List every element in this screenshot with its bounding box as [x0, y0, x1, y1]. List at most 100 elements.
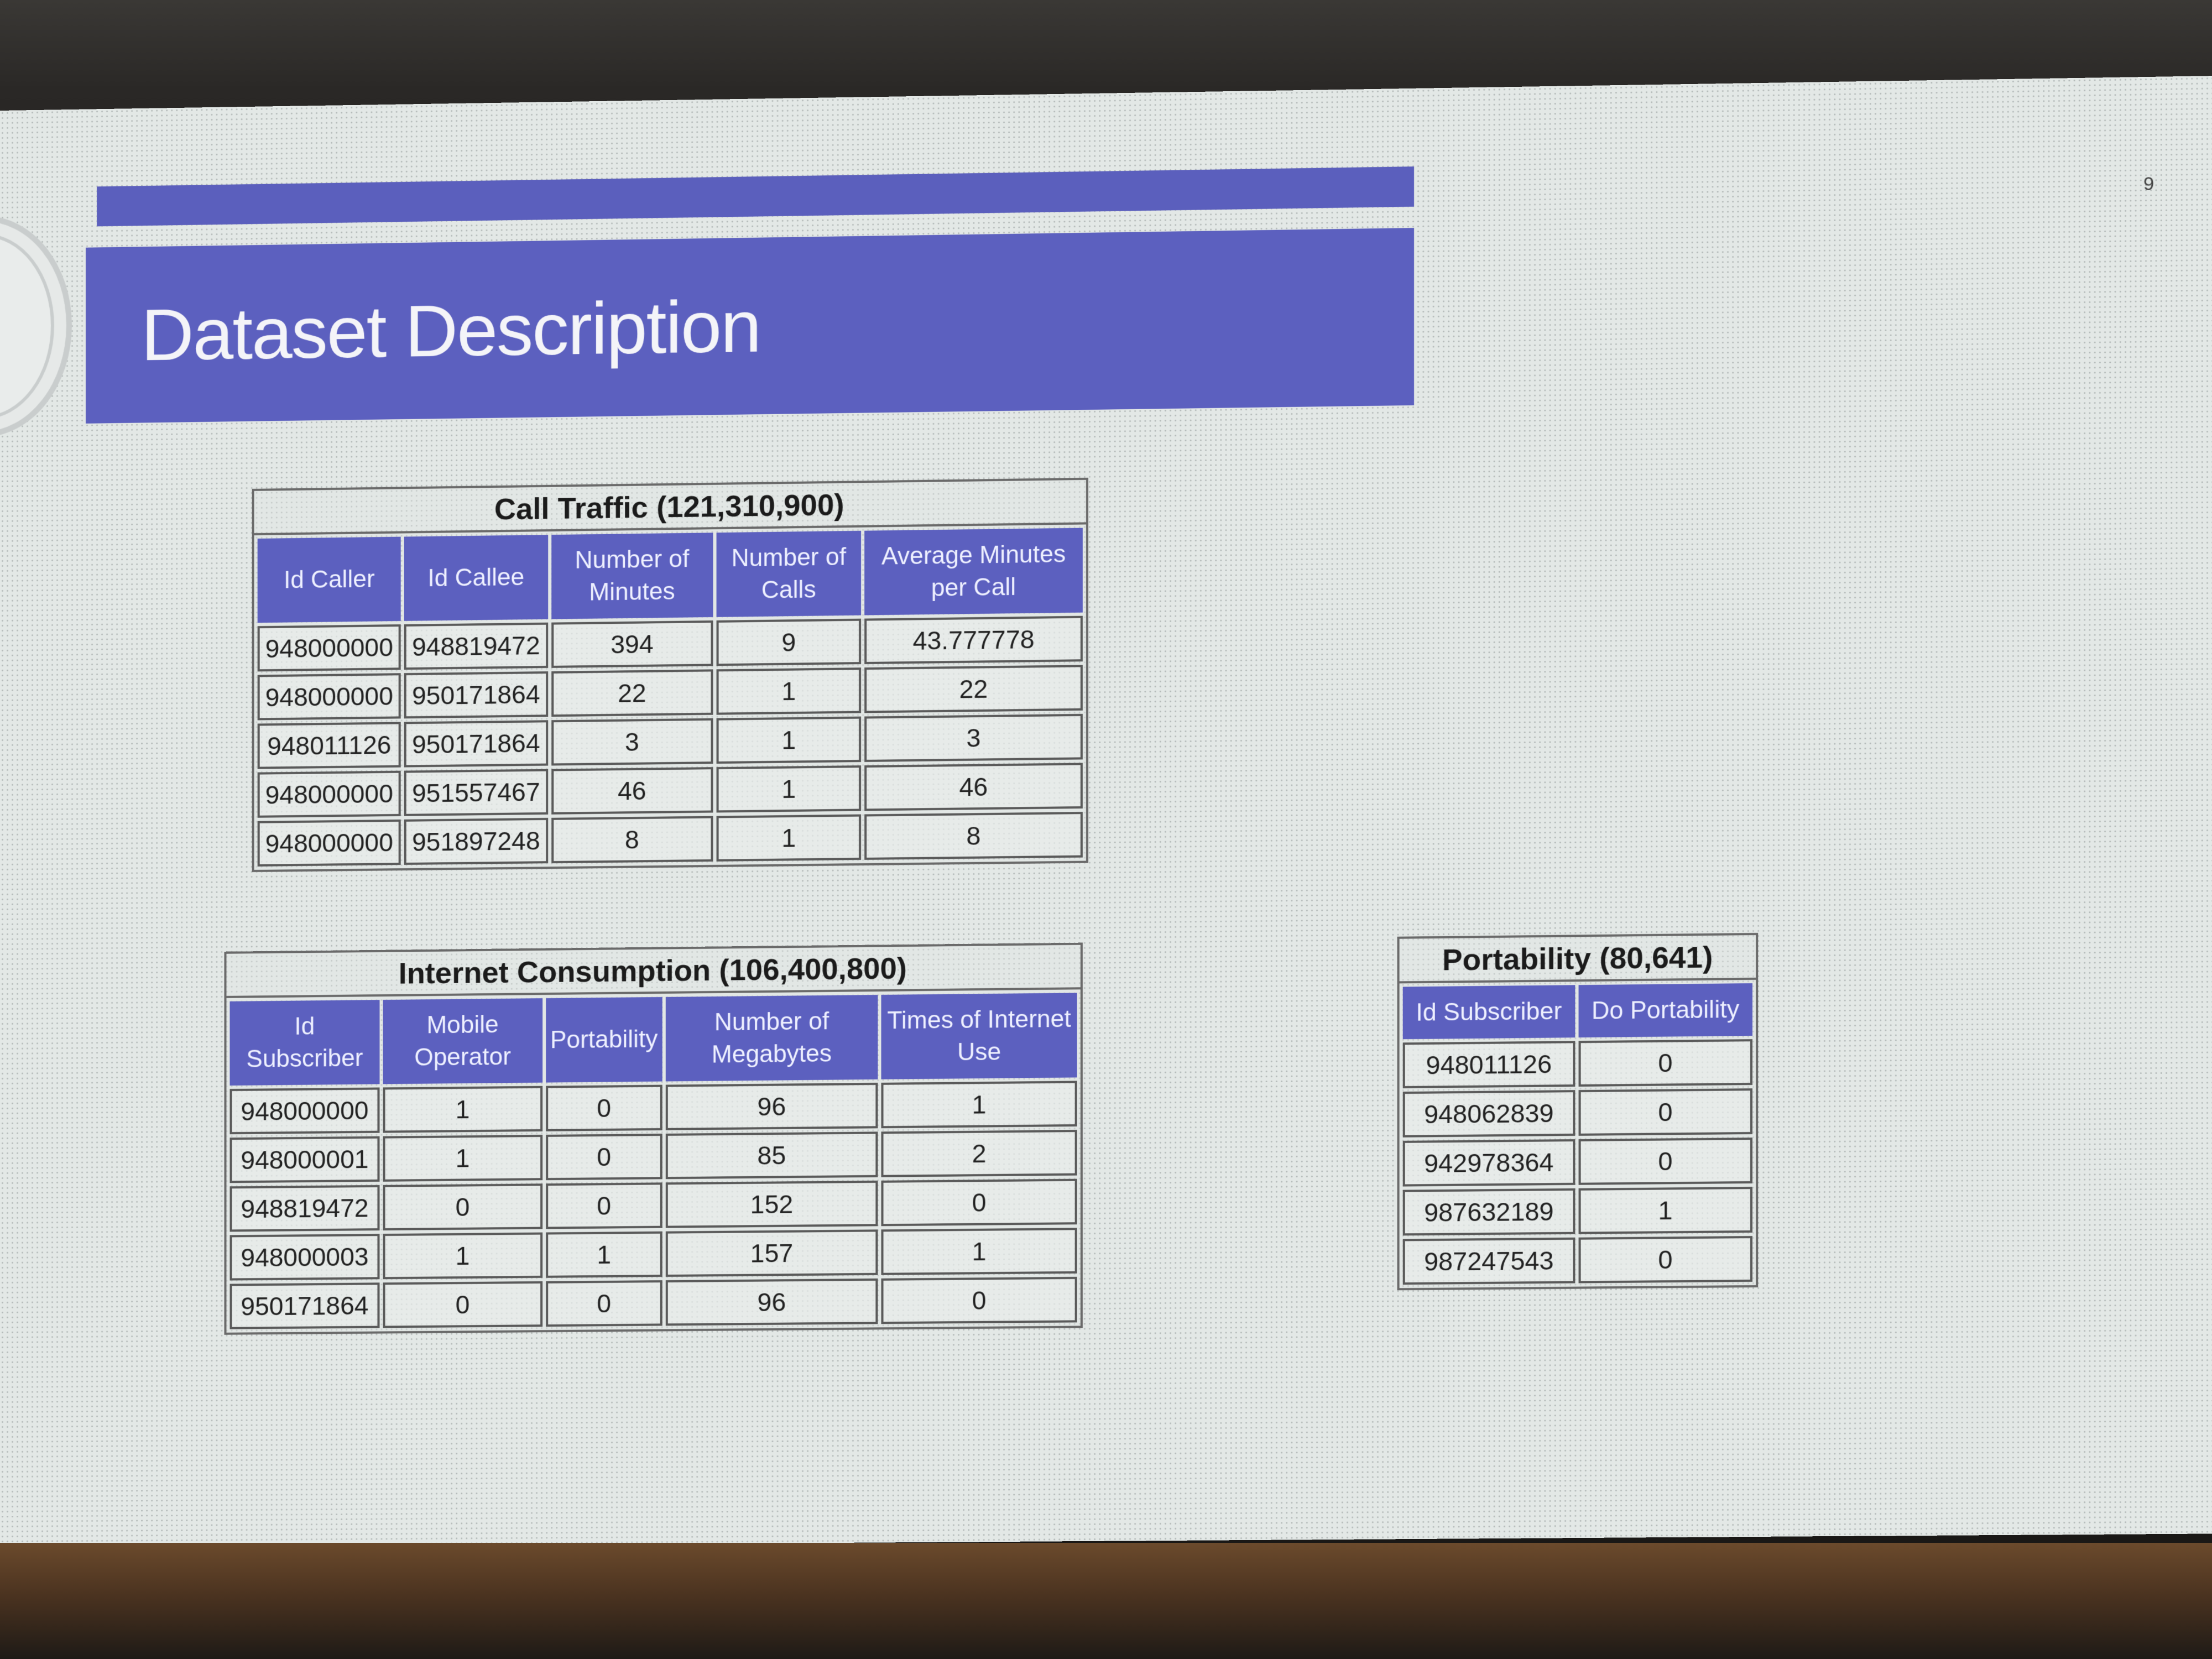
table-row: 948062839 0 — [1402, 1088, 1752, 1138]
table-cell: 22 — [551, 669, 713, 717]
table-cell: 0 — [1578, 1236, 1752, 1284]
table-row: 948000000 950171864 22 1 22 — [257, 665, 1083, 721]
table-row: 948000000 951557467 46 1 46 — [257, 763, 1083, 818]
projection-screen: Dataset Description 9 Call Traffic (121,… — [0, 75, 2212, 1549]
table-cell: 9 — [716, 618, 862, 666]
table-cell: 948000000 — [257, 624, 401, 672]
table-cell: 8 — [864, 812, 1083, 860]
table-cell: 987632189 — [1402, 1188, 1575, 1236]
table-row: 948819472 0 0 152 0 — [229, 1178, 1077, 1232]
table-cell: 1 — [383, 1086, 542, 1133]
table-cell: 0 — [1578, 1088, 1752, 1136]
header-average-minutes-per-call: Average Minutes per Call — [864, 528, 1083, 615]
table-cell: 948000000 — [229, 1087, 380, 1135]
table-cell: 1 — [881, 1228, 1077, 1275]
table-cell: 950171864 — [404, 671, 548, 719]
header-id-caller: Id Caller — [257, 536, 401, 623]
table-cell: 46 — [551, 767, 713, 815]
table-header-row: Id Subscriber Do Portability — [1402, 983, 1752, 1040]
table-row: 948000000 951897248 8 1 8 — [257, 812, 1083, 867]
table-row: 948000001 1 0 85 2 — [229, 1130, 1077, 1183]
table-cell: 948062839 — [1402, 1090, 1575, 1138]
portability-table: Portability (80,641) Id Subscriber Do Po… — [1397, 932, 1759, 1291]
table-cell: 951897248 — [404, 817, 548, 865]
table-cell: 0 — [545, 1280, 662, 1327]
table-cell: 948000000 — [257, 819, 401, 867]
table-cell: 948000001 — [229, 1136, 380, 1183]
call-traffic-table: Call Traffic (121,310,900) Id Caller Id … — [252, 477, 1089, 873]
table-cell: 1 — [716, 814, 862, 862]
header-mobile-operator: Mobile Operator — [383, 998, 542, 1084]
table-cell: 46 — [864, 763, 1083, 811]
internet-consumption-caption: Internet Consumption (106,400,800) — [224, 942, 1083, 996]
table-cell: 942978364 — [1402, 1139, 1575, 1187]
table-row: 948000000 948819472 394 9 43.777778 — [257, 615, 1083, 672]
table-cell: 1 — [383, 1134, 542, 1182]
university-seal-icon — [0, 215, 72, 439]
internet-consumption-table: Internet Consumption (106,400,800) Id Su… — [224, 942, 1083, 1335]
table-row: 942978364 0 — [1402, 1138, 1752, 1187]
table-row: 948000000 1 0 96 1 — [229, 1081, 1077, 1135]
table-cell: 2 — [881, 1130, 1077, 1177]
header-id-subscriber: Id Subscriber — [229, 1000, 380, 1086]
table-cell: 1 — [383, 1232, 542, 1280]
table-row: 987247543 0 — [1402, 1236, 1752, 1285]
table-cell: 0 — [383, 1183, 542, 1231]
table-cell: 8 — [551, 816, 713, 864]
header-times-of-internet-use: Times of Internet Use — [881, 993, 1077, 1079]
header-number-of-minutes: Number of Minutes — [551, 533, 713, 619]
table-cell: 987247543 — [1402, 1237, 1575, 1285]
table-cell: 1 — [1578, 1187, 1752, 1234]
table-cell: 948000000 — [257, 770, 401, 818]
table-cell: 157 — [665, 1229, 878, 1277]
header-number-of-calls: Number of Calls — [716, 530, 862, 617]
table-cell: 1 — [545, 1231, 662, 1278]
table-cell: 1 — [716, 716, 862, 764]
table-cell: 0 — [383, 1281, 542, 1328]
table-cell: 0 — [545, 1182, 662, 1229]
table-cell: 948000003 — [229, 1234, 380, 1281]
table-cell: 950171864 — [404, 720, 548, 768]
header-id-callee: Id Callee — [404, 535, 548, 621]
table-cell: 948819472 — [229, 1185, 380, 1232]
table-cell: 85 — [665, 1131, 878, 1180]
table-cell: 950171864 — [229, 1282, 380, 1329]
table-cell: 96 — [665, 1082, 878, 1130]
table-cell: 1 — [716, 765, 862, 813]
table-cell: 0 — [1578, 1138, 1752, 1185]
title-accent-stripe — [97, 166, 1415, 227]
header-number-of-megabytes: Number of Megabytes — [665, 995, 878, 1082]
table-cell: 948011126 — [257, 722, 401, 769]
slide-title: Dataset Description — [141, 285, 761, 375]
table-cell: 948000000 — [257, 673, 401, 721]
header-portability: Portability — [545, 997, 662, 1083]
table-header-row: Id Caller Id Callee Number of Minutes Nu… — [257, 528, 1083, 623]
title-band: Dataset Description — [86, 228, 1415, 424]
table-row: 987632189 1 — [1402, 1187, 1752, 1236]
page-number: 9 — [2143, 173, 2154, 195]
table-cell: 951557467 — [404, 769, 548, 816]
header-do-portability: Do Portability — [1578, 983, 1752, 1038]
table-cell: 0 — [1578, 1039, 1752, 1087]
table-cell: 22 — [864, 665, 1083, 713]
table-row: 948000003 1 1 157 1 — [229, 1228, 1077, 1281]
table-cell: 3 — [551, 718, 713, 766]
table-cell: 0 — [545, 1084, 662, 1131]
table-cell: 1 — [881, 1081, 1077, 1129]
lower-wall-area — [0, 1543, 2212, 1659]
table-cell: 96 — [665, 1278, 878, 1326]
table-cell: 394 — [551, 620, 713, 668]
table-row: 948011126 0 — [1402, 1039, 1752, 1089]
table-row: 950171864 0 0 96 0 — [229, 1276, 1077, 1329]
table-cell: 152 — [665, 1180, 878, 1228]
call-traffic-caption: Call Traffic (121,310,900) — [252, 477, 1089, 534]
table-cell: 0 — [881, 1178, 1077, 1227]
table-row: 948011126 950171864 3 1 3 — [257, 713, 1083, 769]
table-cell: 948819472 — [404, 622, 548, 670]
table-cell: 43.777778 — [864, 615, 1083, 665]
table-header-row: Id Subscriber Mobile Operator Portabilit… — [229, 993, 1077, 1086]
table-cell: 3 — [864, 713, 1083, 762]
portability-caption: Portability (80,641) — [1397, 932, 1759, 982]
table-cell: 0 — [881, 1276, 1077, 1324]
table-cell: 0 — [545, 1133, 662, 1181]
